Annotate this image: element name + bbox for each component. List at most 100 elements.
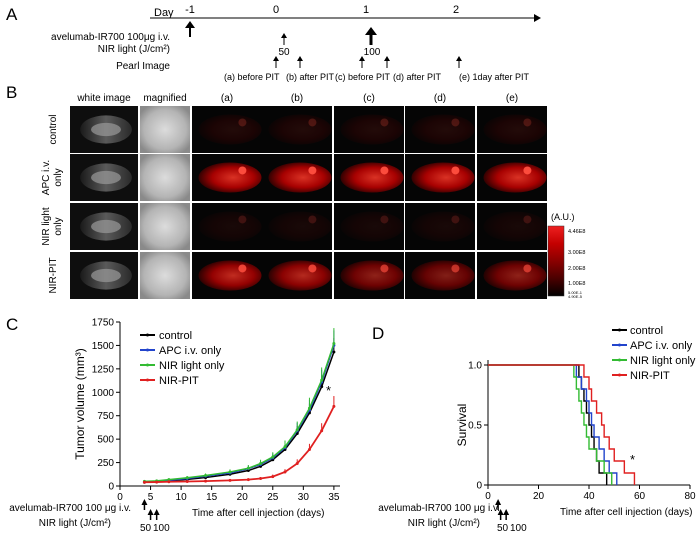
d-antibody-arrowhead xyxy=(495,499,502,505)
cell-apc-i-v-only-b-signal xyxy=(268,162,332,193)
panel-c: C 0 250 500 750 1000 1250 1500 1750 0 5 10 15 20 25 30… xyxy=(6,315,340,534)
d-x-tick-label-60: 60 xyxy=(634,491,646,502)
cell-nir-light-only-c-tumor xyxy=(380,215,389,224)
c-point-nir-light-only-12 xyxy=(320,378,324,382)
c-point-nir-pit-8 xyxy=(271,475,275,479)
c-series-line-nir-pit xyxy=(144,405,335,484)
cell-control-e-signal xyxy=(483,114,547,145)
image-point-a: (a) before PIT xyxy=(224,72,280,82)
c-point-nir-light-only-11 xyxy=(307,406,311,410)
cell-apc-i-v-only-d-tumor xyxy=(451,166,460,175)
cell-nir-pit-a-signal xyxy=(198,260,262,291)
c-treatment-antibody-label: avelumab-IR700 100 μg i.v. xyxy=(9,503,131,514)
d-y-axis-label: Survival xyxy=(455,404,469,447)
d-survival-curve-nir-light-only xyxy=(488,364,613,485)
cell-apc-i-v-only-a-signal xyxy=(198,162,262,193)
d-treatment-nir-label: NIR light (J/cm²) xyxy=(408,518,480,529)
cell-apc-i-v-only-white-image-spine xyxy=(91,170,121,185)
cell-apc-i-v-only-b-tumor xyxy=(308,166,317,175)
c-point-nir-pit-13 xyxy=(332,404,336,408)
image-point-c: (c) before PIT xyxy=(335,72,391,82)
c-y-tick-label-500: 500 xyxy=(97,435,114,446)
d-legend-label-nir-light-only: NIR light only xyxy=(630,355,696,367)
tumor-volume-chart: 0 250 500 750 1000 1250 1500 1750 0 5 10 15 20 25 30 35… xyxy=(9,318,340,534)
d-x-tick-label-0: 0 xyxy=(485,491,491,502)
imaging-grid xyxy=(70,106,547,299)
d-survival-curve-nir-pit xyxy=(488,364,636,485)
c-legend-dot-control xyxy=(146,333,149,337)
c-y-axis-label: Tumor volume (mm³) xyxy=(73,348,87,460)
nir-dose-100: 100 xyxy=(364,47,381,58)
c-y-tick-label-750: 750 xyxy=(97,411,114,422)
c-point-nir-pit-3 xyxy=(185,480,189,484)
c-y-tick-label-1250: 1250 xyxy=(92,364,115,375)
timeline-row-pearl: Pearl Image xyxy=(116,61,170,72)
c-y-tick-label-250: 250 xyxy=(97,458,114,469)
timeline-day-1: 1 xyxy=(363,4,369,16)
c-treatment-nir-label: NIR light (J/cm²) xyxy=(39,518,111,529)
timeline-row-nir: NIR light (J/cm²) xyxy=(98,44,170,55)
cell-nir-light-only-white-image-spine xyxy=(91,219,121,234)
c-legend-dot-apc-i-v-only xyxy=(146,348,149,352)
colorbar-tick-3: 1.00E8 xyxy=(568,281,585,287)
c-legend-label-apc-i-v-only: APC i.v. only xyxy=(159,345,222,357)
imaging-row-labels: control APC i.v.only NIR lightonly NIR-PIT xyxy=(41,114,64,293)
cell-apc-i-v-only-a-tumor xyxy=(238,166,247,175)
cell-nir-light-only-d-signal xyxy=(411,211,475,242)
panel-b-label: B xyxy=(6,83,17,102)
panel-d-label: D xyxy=(372,324,384,343)
c-antibody-arrowhead xyxy=(141,499,148,505)
c-y-tick-label-1000: 1000 xyxy=(92,388,115,399)
c-point-nir-light-only-7 xyxy=(259,462,263,466)
image-point-d: (d) after PIT xyxy=(393,72,442,82)
timeline-day-label: Day xyxy=(154,7,174,19)
cell-control-a-tumor xyxy=(238,118,247,127)
c-significance-star: * xyxy=(326,383,331,398)
column-header-b: (b) xyxy=(291,93,303,104)
imaging-column-headers: white image magnified (a) (b) (c) (d) (e) xyxy=(76,93,518,104)
c-point-nir-light-only-13 xyxy=(332,342,336,346)
cell-control-d-signal xyxy=(411,114,475,145)
panel-d: D 0 0.5 1.0 0 20 40 60 80 Survival Time after cel… xyxy=(372,324,696,534)
c-x-tick-label-35: 35 xyxy=(328,492,340,503)
panel-c-label: C xyxy=(6,315,18,334)
d-legend-label-apc-i-v-only: APC i.v. only xyxy=(630,340,693,352)
cell-nir-pit-e-tumor xyxy=(523,264,532,273)
cell-apc-i-v-only-e-signal xyxy=(483,162,547,193)
c-point-nir-pit-1 xyxy=(155,480,159,484)
cell-apc-i-v-only-magnified xyxy=(140,154,190,201)
c-point-nir-pit-12 xyxy=(320,429,324,433)
timeline-day-0: 0 xyxy=(273,4,279,16)
d-nir-arrowhead-1 xyxy=(503,509,510,515)
c-point-control-13 xyxy=(332,350,336,354)
cell-apc-i-v-only-c-tumor xyxy=(380,166,389,175)
d-survival-curve-apc-i-v-only xyxy=(488,364,618,485)
c-y-tick-label-1500: 1500 xyxy=(92,341,115,352)
d-y-tick-label-1: 0.5 xyxy=(468,421,482,432)
d-nir-dose-50: 50 xyxy=(497,523,509,534)
cell-nir-pit-b-tumor xyxy=(308,264,317,273)
d-x-axis-label: Time after cell injection (days) xyxy=(560,507,692,518)
c-point-nir-light-only-6 xyxy=(246,466,250,470)
cell-nir-light-only-e-signal xyxy=(483,211,547,242)
cell-control-a-signal xyxy=(198,114,262,145)
c-point-nir-pit-9 xyxy=(283,470,287,474)
d-y-tick-label-0: 0 xyxy=(476,481,482,492)
colorbar-tick-2: 2.00E8 xyxy=(568,266,585,272)
column-header-e: (e) xyxy=(506,93,518,104)
column-header-d: (d) xyxy=(434,93,446,104)
d-significance-star: * xyxy=(630,452,635,467)
colorbar-tick-4: 5.00E-1 xyxy=(568,290,583,295)
cell-nir-light-only-magnified xyxy=(140,203,190,250)
c-legend-label-nir-light-only: NIR light only xyxy=(159,360,225,372)
c-point-nir-pit-0 xyxy=(142,480,146,484)
column-header-magnified: magnified xyxy=(143,93,186,104)
d-y-tick-label-2: 1.0 xyxy=(468,361,482,372)
cell-apc-i-v-only-e-tumor xyxy=(523,166,532,175)
c-point-nir-light-only-8 xyxy=(271,455,275,459)
c-point-nir-pit-6 xyxy=(246,478,250,482)
cell-control-c-signal xyxy=(340,114,404,145)
cell-apc-i-v-only-c-signal xyxy=(340,162,404,193)
c-point-nir-pit-10 xyxy=(295,462,299,466)
